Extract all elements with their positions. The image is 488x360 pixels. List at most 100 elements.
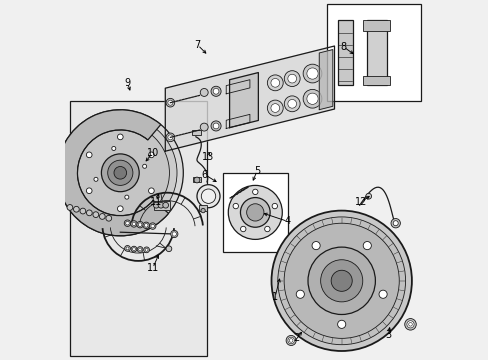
Circle shape: [285, 336, 296, 346]
Circle shape: [172, 232, 176, 236]
Circle shape: [197, 185, 220, 208]
Circle shape: [287, 74, 296, 83]
Text: 11: 11: [150, 197, 162, 207]
Bar: [193, 177, 201, 182]
Circle shape: [271, 203, 277, 209]
Circle shape: [142, 164, 146, 168]
Circle shape: [264, 226, 269, 232]
Circle shape: [107, 160, 133, 185]
Circle shape: [246, 204, 264, 221]
Circle shape: [117, 206, 123, 212]
Circle shape: [320, 260, 362, 302]
Circle shape: [228, 185, 282, 239]
Circle shape: [137, 221, 143, 228]
Circle shape: [213, 123, 219, 129]
Circle shape: [240, 198, 269, 227]
Polygon shape: [229, 73, 258, 127]
Circle shape: [163, 202, 168, 208]
Circle shape: [363, 242, 370, 249]
Bar: [363, 76, 389, 85]
Circle shape: [124, 195, 128, 199]
Circle shape: [201, 208, 205, 213]
Circle shape: [126, 247, 129, 250]
Circle shape: [114, 166, 126, 179]
Circle shape: [307, 247, 375, 315]
Circle shape: [233, 203, 238, 209]
Circle shape: [289, 339, 292, 342]
Text: 12: 12: [355, 197, 367, 207]
Circle shape: [124, 246, 130, 251]
Circle shape: [213, 89, 219, 94]
Circle shape: [167, 135, 173, 140]
Circle shape: [149, 223, 156, 229]
Circle shape: [330, 270, 351, 291]
Circle shape: [303, 64, 321, 83]
Circle shape: [170, 230, 178, 238]
Circle shape: [306, 68, 318, 79]
Circle shape: [143, 247, 149, 253]
Circle shape: [277, 217, 405, 345]
Circle shape: [167, 100, 173, 105]
Circle shape: [99, 213, 105, 219]
Circle shape: [73, 206, 79, 212]
Circle shape: [117, 134, 123, 140]
Text: 2: 2: [293, 333, 299, 343]
Circle shape: [166, 133, 174, 141]
Circle shape: [145, 248, 148, 251]
Circle shape: [392, 221, 397, 226]
Circle shape: [131, 246, 137, 252]
Circle shape: [106, 215, 111, 221]
Circle shape: [57, 110, 183, 236]
Circle shape: [142, 222, 149, 229]
Circle shape: [148, 152, 154, 158]
Circle shape: [94, 177, 98, 181]
Circle shape: [296, 290, 304, 298]
Circle shape: [86, 210, 92, 216]
Circle shape: [166, 246, 171, 252]
Circle shape: [365, 193, 371, 199]
Circle shape: [271, 211, 411, 351]
Circle shape: [124, 220, 130, 226]
Circle shape: [270, 104, 279, 112]
Bar: [363, 20, 389, 31]
Circle shape: [252, 189, 258, 194]
Bar: [192, 130, 201, 135]
Bar: [337, 20, 352, 85]
Circle shape: [138, 223, 142, 226]
Circle shape: [86, 152, 92, 158]
Circle shape: [158, 202, 163, 208]
Bar: [326, 4, 420, 101]
Circle shape: [378, 290, 386, 298]
Circle shape: [284, 71, 300, 86]
Circle shape: [137, 247, 142, 252]
Circle shape: [200, 123, 208, 131]
Text: 10: 10: [146, 148, 159, 158]
Text: 13: 13: [202, 152, 214, 162]
Circle shape: [200, 89, 208, 96]
Circle shape: [130, 221, 137, 227]
Circle shape: [311, 242, 320, 249]
Circle shape: [287, 337, 294, 344]
Circle shape: [93, 212, 99, 217]
Text: 6: 6: [202, 170, 207, 180]
Circle shape: [267, 75, 283, 91]
Bar: [70, 101, 206, 356]
Circle shape: [284, 223, 398, 338]
Circle shape: [112, 147, 116, 150]
Circle shape: [132, 248, 135, 251]
Circle shape: [201, 189, 215, 203]
Circle shape: [211, 121, 221, 131]
Bar: [223, 173, 287, 252]
Circle shape: [166, 98, 174, 107]
Circle shape: [194, 177, 200, 183]
Polygon shape: [319, 50, 332, 110]
Bar: [153, 201, 170, 210]
Circle shape: [125, 221, 129, 225]
Circle shape: [267, 100, 283, 116]
Circle shape: [86, 188, 92, 194]
Text: 1: 1: [271, 292, 278, 302]
Text: 11: 11: [146, 263, 159, 273]
Circle shape: [287, 99, 296, 108]
Circle shape: [80, 208, 85, 214]
Text: 3: 3: [385, 330, 391, 340]
